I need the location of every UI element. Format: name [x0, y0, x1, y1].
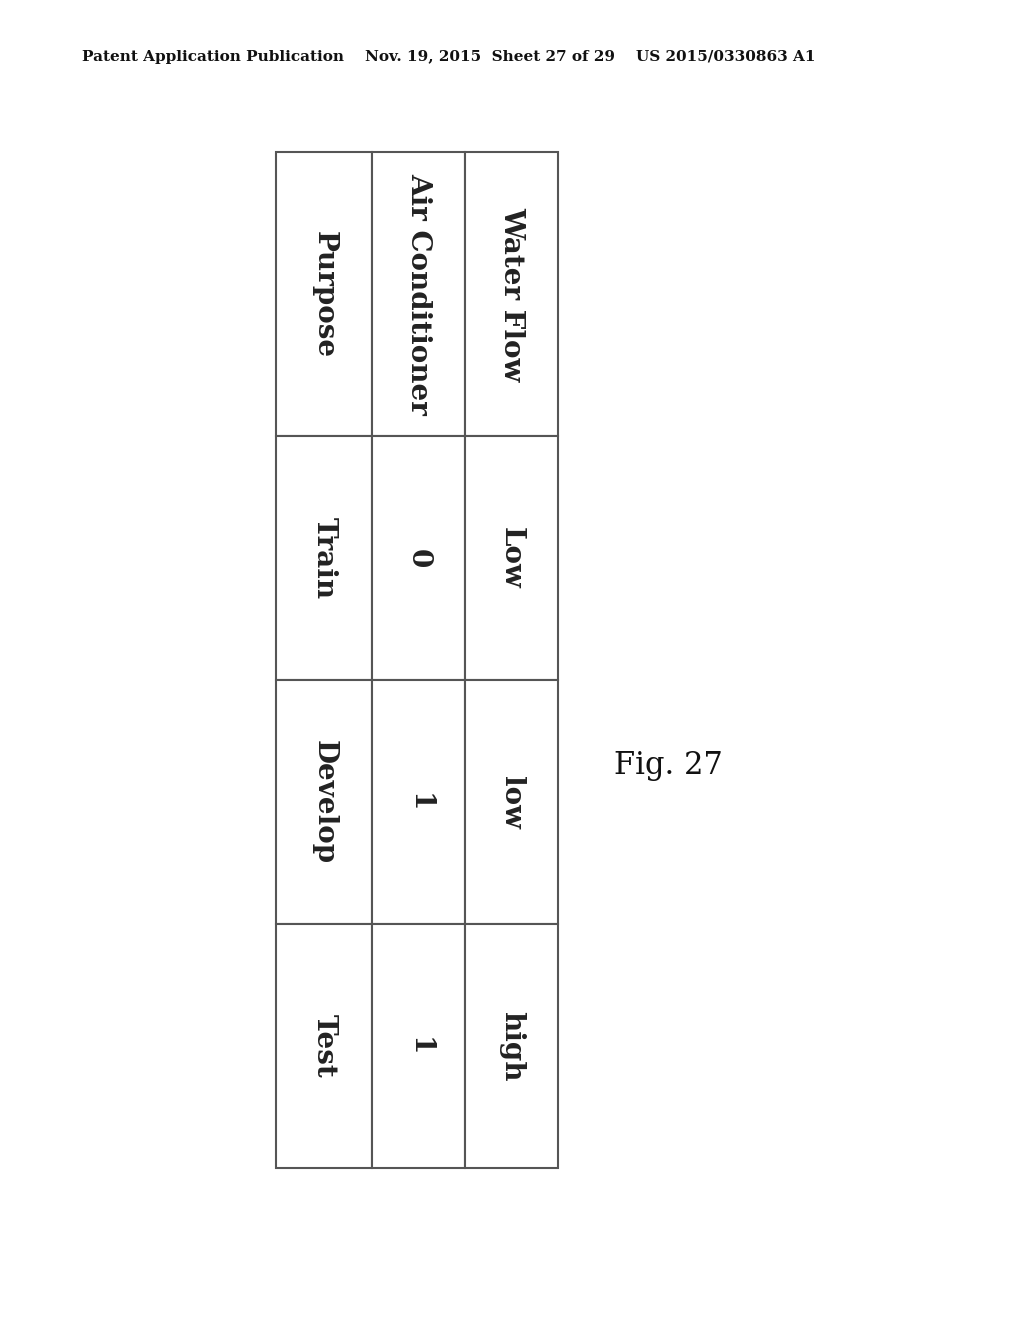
Bar	[465, 437, 558, 680]
Bar	[465, 152, 558, 437]
Bar	[276, 437, 373, 680]
Text: Test: Test	[311, 1014, 338, 1078]
Text: Develop: Develop	[311, 741, 338, 865]
Text: Patent Application Publication    Nov. 19, 2015  Sheet 27 of 29    US 2015/03308: Patent Application Publication Nov. 19, …	[82, 50, 815, 65]
Text: Air Conditioner: Air Conditioner	[406, 173, 432, 414]
Text: 1: 1	[406, 792, 432, 812]
Bar	[465, 924, 558, 1168]
Text: 0: 0	[406, 549, 432, 568]
Text: Purpose: Purpose	[311, 231, 338, 358]
Bar	[276, 152, 373, 437]
Bar	[276, 924, 373, 1168]
Text: Low: Low	[498, 528, 525, 589]
Text: Fig. 27: Fig. 27	[614, 750, 723, 781]
Bar	[276, 680, 373, 924]
Text: Train: Train	[311, 517, 338, 599]
Text: low: low	[498, 776, 525, 829]
Bar	[373, 437, 465, 680]
Text: high: high	[498, 1011, 525, 1081]
Bar	[465, 680, 558, 924]
Bar	[373, 680, 465, 924]
Text: 1: 1	[406, 1036, 432, 1056]
Bar	[373, 152, 465, 437]
Bar	[373, 924, 465, 1168]
Text: Water Flow: Water Flow	[498, 207, 525, 381]
